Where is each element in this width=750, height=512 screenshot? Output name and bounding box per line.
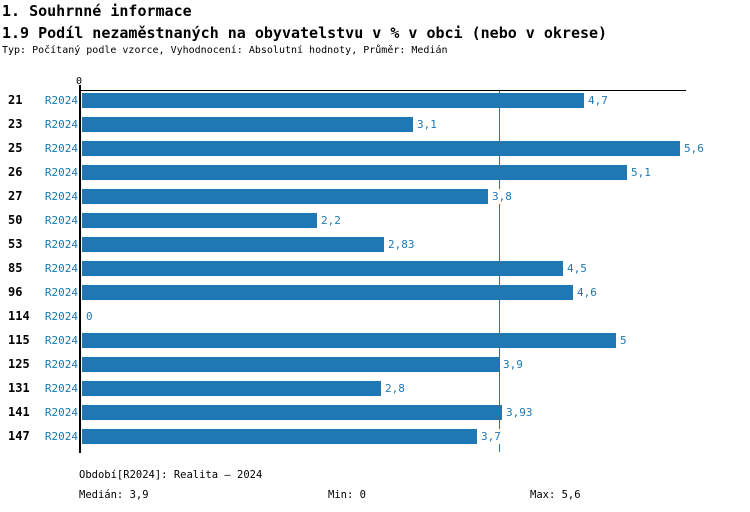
bar-value-label: 3,93 [505, 405, 534, 420]
row-category-label: 114 [8, 309, 30, 323]
bar-value-label: 0 [85, 309, 94, 324]
row-category-label: 141 [8, 405, 30, 419]
row-series-label: R2024 [44, 94, 78, 107]
bar [82, 357, 499, 372]
bar-value-label: 4,5 [566, 261, 588, 276]
bar-value-label: 4,6 [576, 285, 598, 300]
row-series-label: R2024 [44, 406, 78, 419]
row-series-label: R2024 [44, 190, 78, 203]
row-series-label: R2024 [44, 238, 78, 251]
row-series-label: R2024 [44, 430, 78, 443]
row-category-label: 23 [8, 117, 23, 131]
row-series-label: R2024 [44, 286, 78, 299]
row-series-label: R2024 [44, 118, 78, 131]
row-category-label: 50 [8, 213, 23, 227]
bar [82, 189, 488, 204]
bar-value-label: 3,8 [491, 189, 513, 204]
footer-max-label: Max: 5,6 [530, 489, 581, 501]
row-category-label: 125 [8, 357, 30, 371]
row-series-label: R2024 [44, 214, 78, 227]
x-axis-line [79, 90, 686, 91]
bar-value-label: 2,83 [387, 237, 416, 252]
row-category-label: 115 [8, 333, 30, 347]
bar [82, 429, 477, 444]
bar-value-label: 5,1 [630, 165, 652, 180]
row-category-label: 21 [8, 93, 23, 107]
bar [82, 237, 384, 252]
bar-value-label: 3,9 [502, 357, 524, 372]
bar [82, 333, 616, 348]
row-category-label: 131 [8, 381, 30, 395]
footer-min-label: Min: 0 [328, 489, 366, 501]
bar [82, 117, 413, 132]
footer-median-label: Medián: 3,9 [79, 489, 149, 501]
row-series-label: R2024 [44, 382, 78, 395]
bar [82, 93, 584, 108]
bar [82, 261, 563, 276]
row-category-label: 85 [8, 261, 23, 275]
row-category-label: 96 [8, 285, 23, 299]
chart-subtitle: Typ: Počítaný podle vzorce, Vyhodnocení:… [2, 45, 448, 56]
bar [82, 141, 680, 156]
bar-value-label: 5 [619, 333, 628, 348]
row-category-label: 27 [8, 189, 23, 203]
bar [82, 285, 573, 300]
bar-value-label: 3,7 [480, 429, 502, 444]
bar-value-label: 3,1 [416, 117, 438, 132]
footer-period-label: Období[R2024]: Realita – 2024 [79, 469, 263, 481]
row-series-label: R2024 [44, 310, 78, 323]
row-series-label: R2024 [44, 358, 78, 371]
row-category-label: 25 [8, 141, 23, 155]
row-series-label: R2024 [44, 166, 78, 179]
bar [82, 381, 381, 396]
bar-value-label: 4,7 [587, 93, 609, 108]
bar [82, 213, 317, 228]
section-title: 1. Souhrnné informace [2, 2, 192, 20]
bar-value-label: 5,6 [683, 141, 705, 156]
bar-value-label: 2,2 [320, 213, 342, 228]
row-category-label: 147 [8, 429, 30, 443]
bar [82, 405, 502, 420]
bar [82, 165, 627, 180]
y-axis-line [79, 85, 81, 453]
row-series-label: R2024 [44, 142, 78, 155]
row-series-label: R2024 [44, 262, 78, 275]
row-category-label: 26 [8, 165, 23, 179]
row-series-label: R2024 [44, 334, 78, 347]
x-axis-zero-tick: 0 [76, 76, 83, 87]
bar-value-label: 2,8 [384, 381, 406, 396]
row-category-label: 53 [8, 237, 23, 251]
chart-title: 1.9 Podíl nezaměstnaných na obyvatelstvu… [2, 24, 608, 42]
